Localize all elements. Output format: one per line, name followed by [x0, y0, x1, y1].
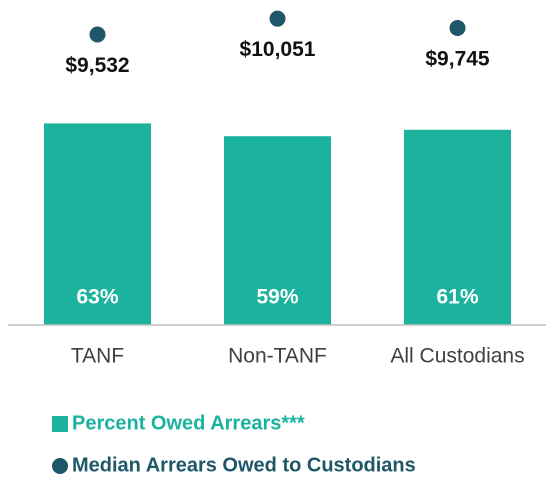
- x-tick-label: TANF: [71, 345, 124, 368]
- dot-label: $9,745: [425, 48, 490, 71]
- bar-label: 63%: [76, 286, 118, 309]
- x-tick-label: Non-TANF: [228, 345, 327, 368]
- bar-label: 61%: [436, 286, 478, 309]
- legend-label: Percent Owed Arrears***: [72, 412, 305, 434]
- dot: [89, 26, 106, 43]
- bar: [44, 123, 151, 326]
- legend-marker: [52, 416, 68, 432]
- legend-label: Median Arrears Owed to Custodians: [72, 454, 416, 476]
- bar: [404, 129, 511, 325]
- dot: [269, 10, 286, 27]
- dot: [449, 20, 466, 37]
- x-tick-label: All Custodians: [390, 345, 524, 368]
- dot-label: $9,532: [65, 54, 129, 77]
- bar-label: 59%: [256, 286, 298, 309]
- dot-label: $10,051: [240, 38, 316, 61]
- legend-marker: [52, 458, 68, 474]
- bar: [224, 136, 331, 325]
